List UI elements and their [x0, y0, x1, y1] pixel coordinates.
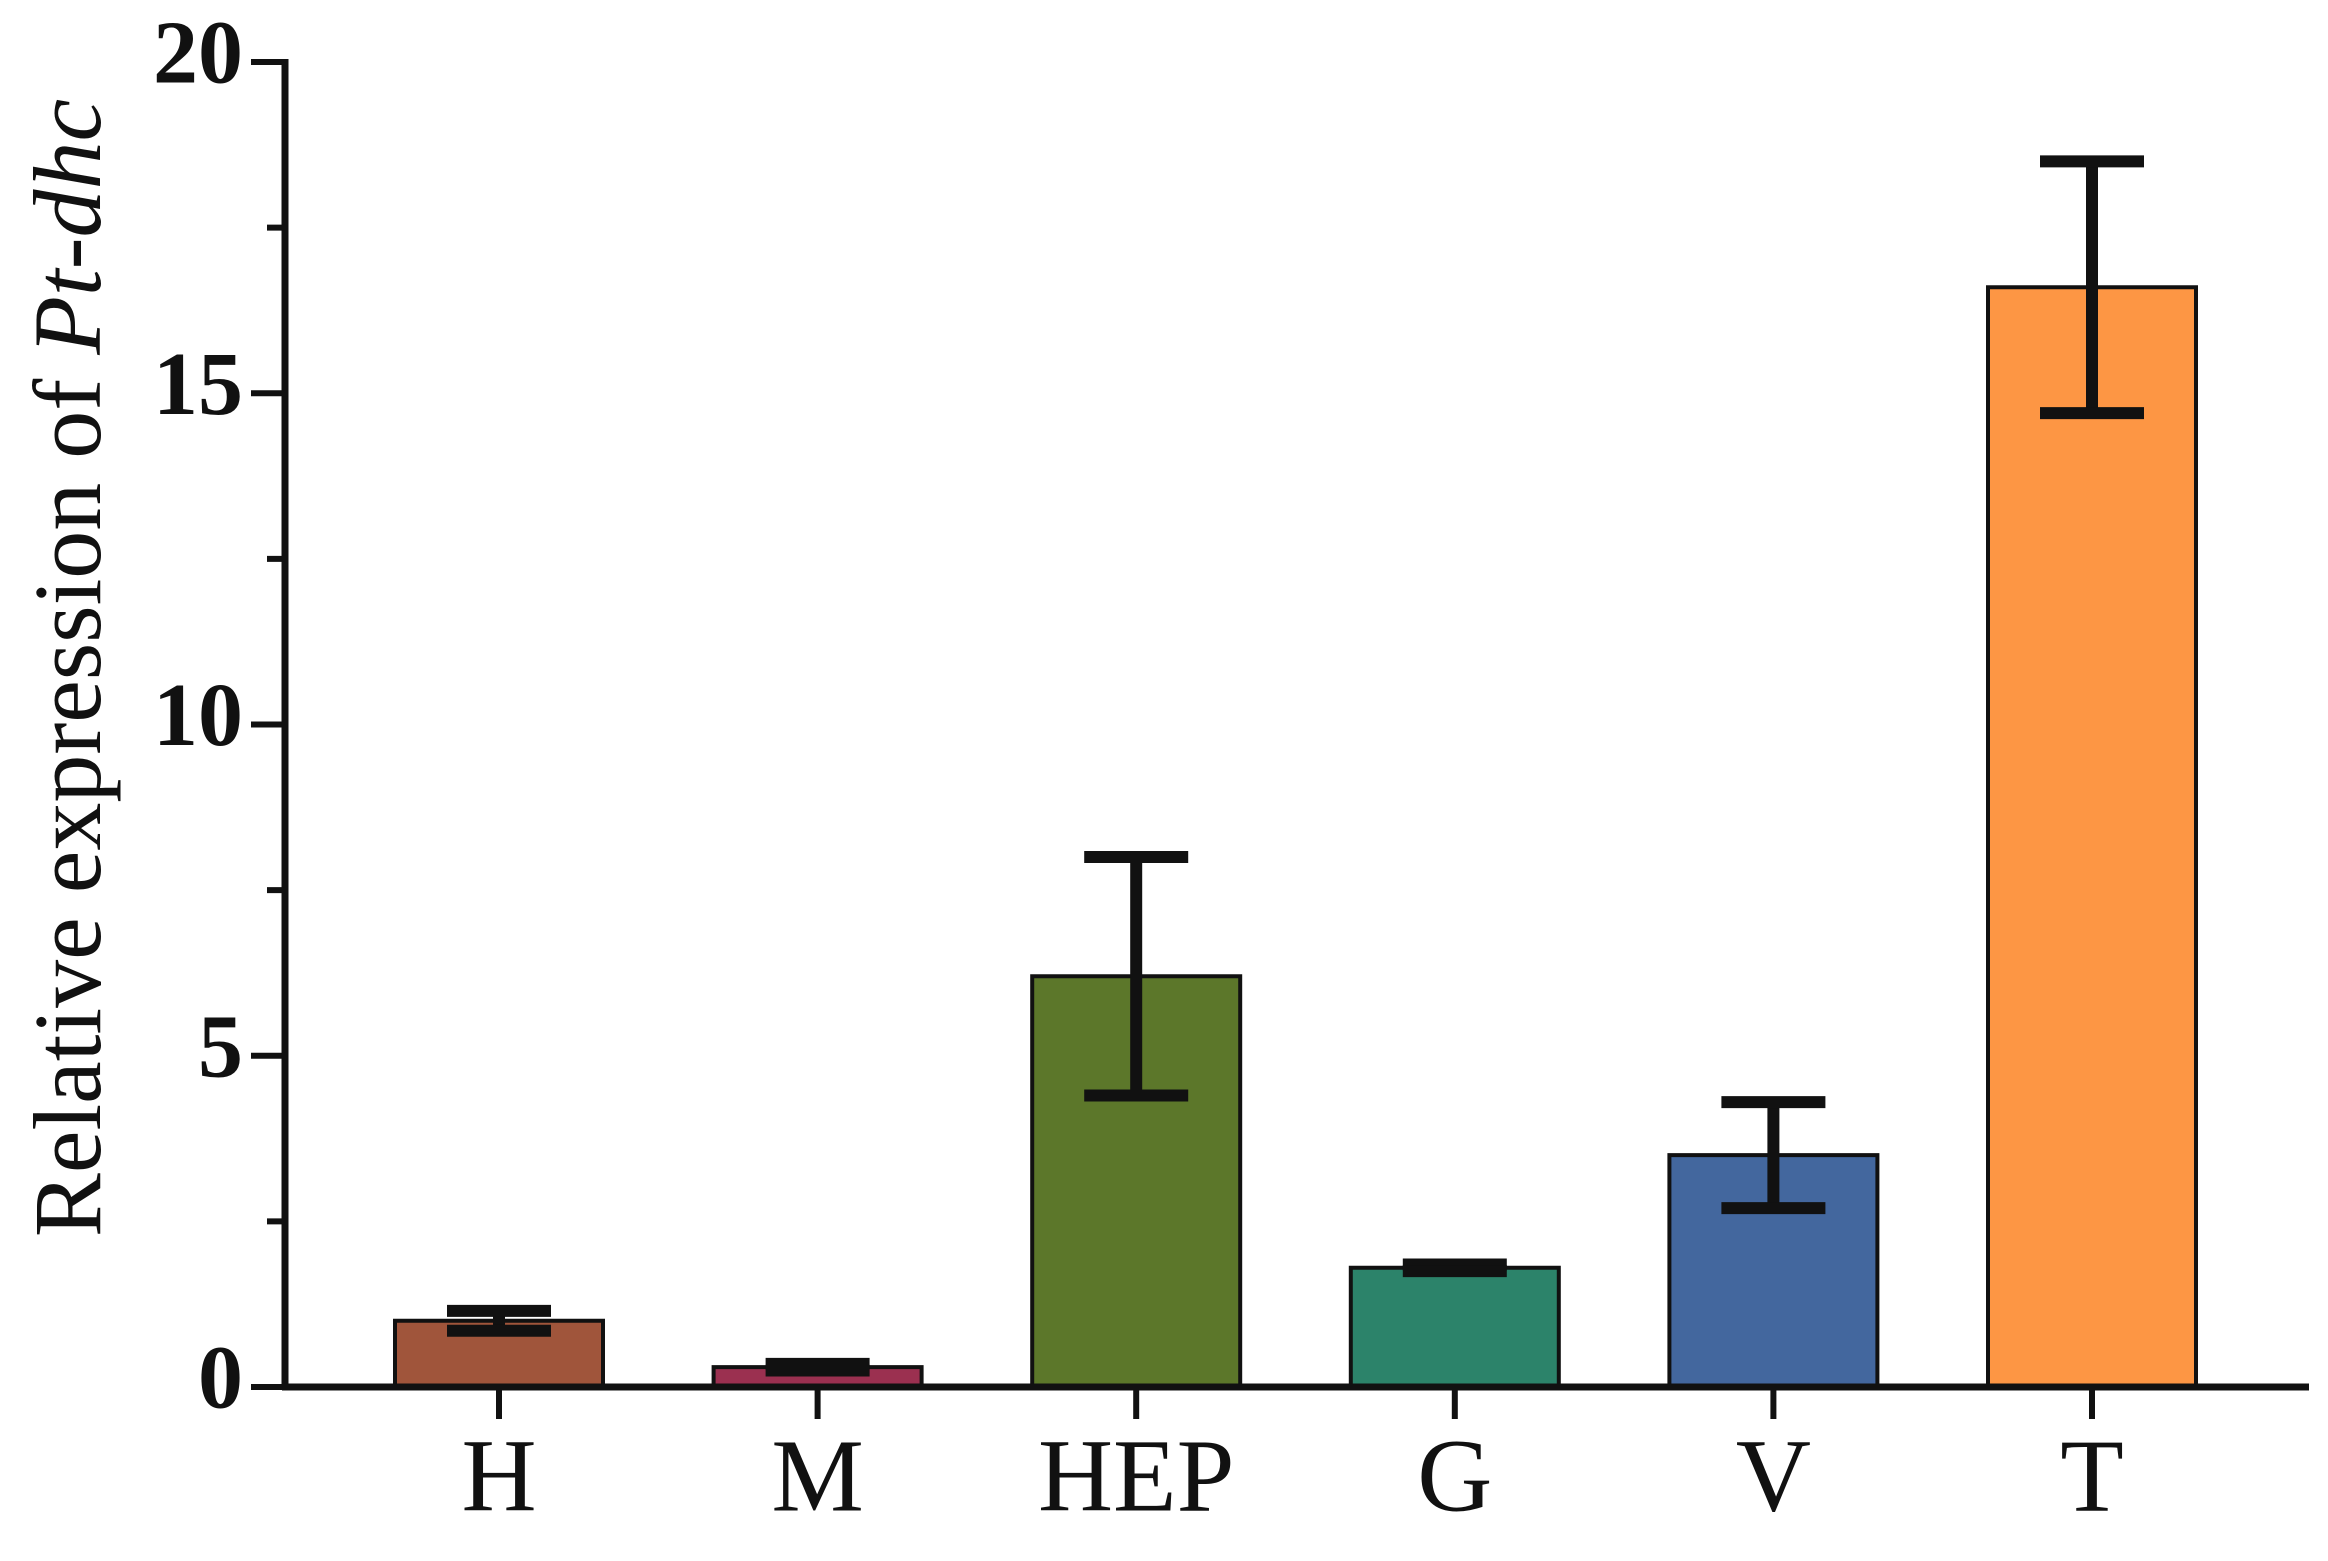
x-tick-label: T — [2060, 1419, 2124, 1534]
y-tick-label: 0 — [198, 1329, 243, 1428]
bar — [1986, 285, 2198, 1389]
y-tick-label: 10 — [153, 666, 243, 765]
x-tick-label: H — [461, 1419, 536, 1534]
x-tick-label: M — [771, 1419, 863, 1534]
y-axis-label-text: Relative expression of — [14, 379, 121, 1237]
y-tick-label: 15 — [153, 335, 243, 434]
y-axis-label-italic: Pt-dhc — [14, 99, 121, 356]
x-tick-label: V — [1736, 1419, 1811, 1534]
y-tick-label: 5 — [198, 997, 243, 1096]
bar — [1348, 1265, 1561, 1389]
y-tick-label: 20 — [153, 4, 243, 103]
x-tick-label: HEP — [1038, 1419, 1234, 1534]
y-axis-label: Relative expression of Pt-dhc — [14, 99, 121, 1237]
x-tick-label: G — [1417, 1419, 1492, 1534]
